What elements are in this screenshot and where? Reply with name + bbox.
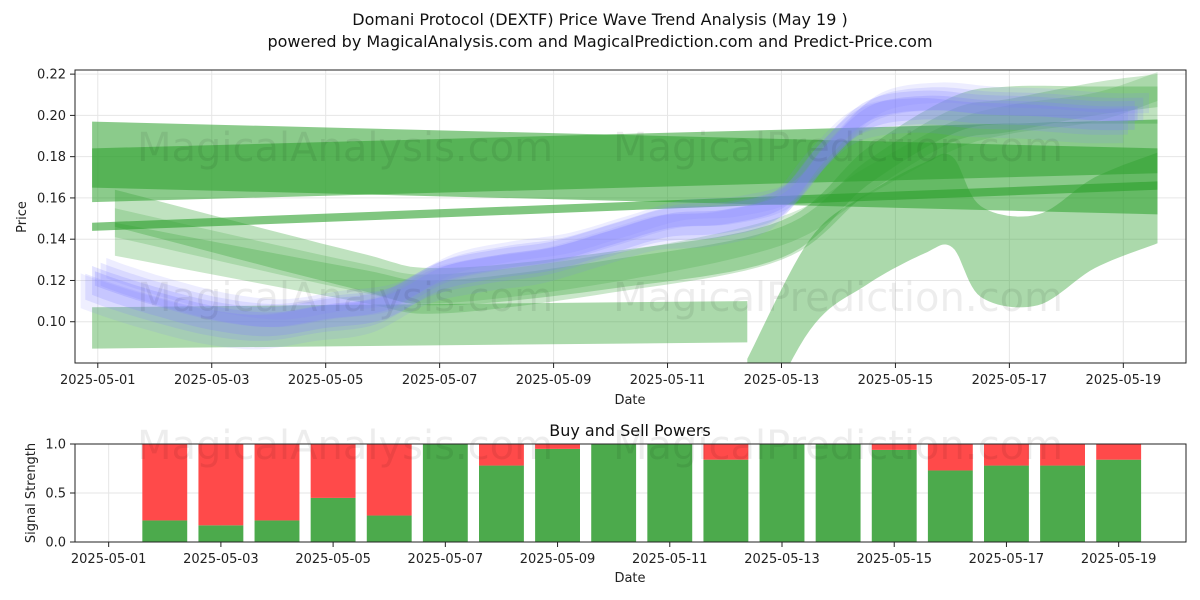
buy-bar (871, 449, 917, 542)
price-wave-band-6 (94, 95, 1138, 327)
buy-bar (254, 520, 300, 542)
trend-band-trend-8 (747, 152, 1158, 363)
sell-bar (535, 444, 580, 449)
signal-panel-title: Buy and Sell Powers (549, 421, 711, 440)
price-wave-band-4 (106, 82, 1149, 320)
signal-x-tick-label: 2025-05-13 (744, 552, 820, 567)
trend-band-trend-7 (114, 72, 1158, 304)
price-y-tick-label: 0.10 (37, 315, 66, 330)
price-y-ticks: 0.10 0.12 0.14 0.16 0.18 0.20 0.22 (37, 68, 75, 330)
price-x-tick-label: 2025-05-17 (972, 373, 1048, 388)
price-x-tick-label: 2025-05-13 (744, 373, 820, 388)
sell-bar (871, 444, 917, 450)
sell-bar (927, 444, 973, 471)
signal-x-tick-label: 2025-05-15 (856, 552, 932, 567)
buy-bar (1096, 459, 1142, 542)
buy-bar (366, 515, 412, 542)
signal-y-ticks: 0.0 0.5 1.0 (45, 438, 75, 551)
trend-band-trend-4 (92, 301, 748, 349)
sell-bar (142, 444, 188, 521)
figure-title: Domani Protocol (DEXTF) Price Wave Trend… (352, 10, 847, 29)
signal-y-tick-label: 1.0 (45, 438, 66, 453)
signal-y-tick-label: 0.5 (45, 487, 66, 502)
price-plot-frame (74, 69, 1187, 364)
watermark-prediction-top: MagicalPrediction.com (613, 125, 1063, 171)
buy-bar (815, 444, 861, 542)
signal-bars (142, 444, 1142, 542)
signal-x-axis-label: Date (614, 571, 645, 586)
price-wave-band-5 (80, 97, 1124, 350)
buy-bar (703, 459, 749, 542)
signal-x-tick-label: 2025-05-09 (520, 552, 596, 567)
buy-bar (759, 444, 805, 542)
signal-y-tick-label: 0.0 (45, 536, 66, 551)
sell-bar (198, 444, 244, 526)
trend-band-trend-3 (92, 181, 1158, 231)
buy-bar (479, 465, 524, 542)
buy-bar (927, 470, 973, 542)
signal-panel: Buy and Sell Powers MagicalAnalysis.com … (24, 421, 1187, 586)
price-y-tick-label: 0.18 (37, 150, 66, 165)
buy-bar (310, 497, 356, 542)
signal-x-ticks: 2025-05-01 2025-05-03 2025-05-05 2025-05-07… (71, 542, 1157, 567)
buy-bar (591, 444, 637, 542)
signal-x-tick-label: 2025-05-07 (408, 552, 484, 567)
buy-bar (647, 444, 693, 542)
buy-bar (198, 525, 244, 542)
price-y-tick-label: 0.20 (37, 109, 66, 124)
buy-bar (422, 444, 468, 542)
price-x-tick-label: 2025-05-05 (288, 373, 364, 388)
price-wave-bands (80, 82, 1149, 350)
price-y-axis-label: Price (15, 201, 30, 233)
price-x-tick-label: 2025-05-09 (516, 373, 592, 388)
figure-subtitle: powered by MagicalAnalysis.com and Magic… (267, 32, 932, 51)
buy-bar (1040, 465, 1085, 542)
trend-bands (92, 72, 1158, 363)
price-x-axis-label: Date (614, 393, 645, 408)
price-x-tick-label: 2025-05-11 (630, 373, 706, 388)
watermark-analysis-mid: MagicalAnalysis.com (137, 275, 553, 321)
watermark-prediction-bottom: MagicalPrediction.com (613, 423, 1063, 469)
sell-bar (984, 444, 1029, 466)
price-wave-band-2 (100, 87, 1144, 328)
signal-x-tick-label: 2025-05-17 (969, 552, 1045, 567)
sell-bar (366, 444, 412, 516)
trend-band-trend-6 (114, 74, 1158, 314)
price-y-tick-label: 0.12 (37, 274, 66, 289)
watermark-analysis-top: MagicalAnalysis.com (137, 125, 553, 171)
price-wave-band-3 (85, 98, 1128, 341)
signal-x-tick-label: 2025-05-05 (295, 552, 371, 567)
price-x-tick-label: 2025-05-19 (1086, 373, 1162, 388)
price-y-tick-label: 0.14 (37, 233, 66, 248)
price-wave-band-1 (92, 90, 1135, 337)
signal-x-tick-label: 2025-05-19 (1081, 552, 1157, 567)
price-x-tick-label: 2025-05-07 (402, 373, 478, 388)
price-panel: MagicalAnalysis.com MagicalPrediction.co… (15, 68, 1187, 408)
signal-x-tick-label: 2025-05-11 (632, 552, 708, 567)
price-x-tick-label: 2025-05-03 (174, 373, 250, 388)
signal-x-tick-label: 2025-05-01 (71, 552, 147, 567)
price-y-tick-label: 0.16 (37, 191, 66, 206)
price-x-tick-label: 2025-05-15 (858, 373, 934, 388)
sell-bar (703, 444, 749, 460)
watermark-prediction-mid: MagicalPrediction.com (613, 275, 1063, 321)
trend-band-trend-5 (114, 85, 1158, 306)
price-y-tick-label: 0.22 (37, 68, 66, 83)
price-x-tick-label: 2025-05-01 (60, 373, 136, 388)
sell-bar (1096, 444, 1142, 460)
signal-x-tick-label: 2025-05-03 (183, 552, 259, 567)
buy-bar (535, 448, 580, 542)
price-x-ticks: 2025-05-01 2025-05-03 2025-05-05 2025-05-07… (60, 363, 1161, 388)
trend-band-trend-2 (92, 121, 1158, 215)
sell-bar (310, 444, 356, 498)
signal-y-axis-label: Signal Strength (24, 443, 39, 543)
sell-bar (1040, 444, 1085, 466)
buy-bar (984, 465, 1029, 542)
buy-bar (142, 520, 188, 542)
sell-bar (254, 444, 300, 521)
sell-bar (479, 444, 524, 466)
watermark-analysis-bottom: MagicalAnalysis.com (137, 423, 553, 469)
